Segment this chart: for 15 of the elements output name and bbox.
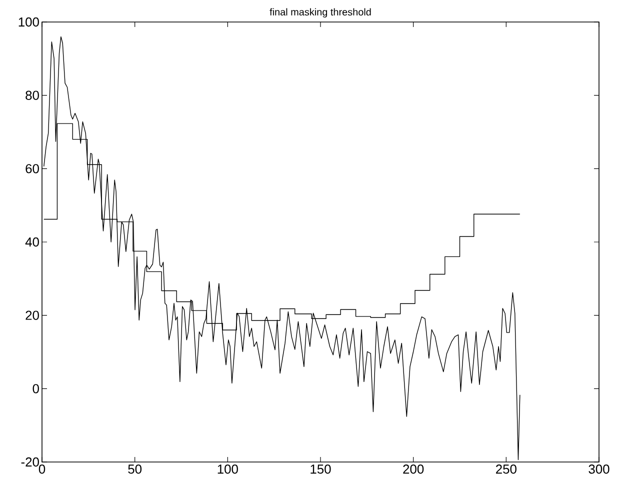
x-tick-label: 150 bbox=[310, 464, 331, 474]
x-tick-label: 300 bbox=[588, 464, 610, 474]
y-tick-label: 80 bbox=[26, 90, 39, 100]
y-tick-label: 60 bbox=[26, 164, 39, 174]
y-tick-label: -20 bbox=[21, 457, 39, 467]
y-tick-label: 40 bbox=[25, 237, 39, 247]
x-tick-label: 200 bbox=[403, 464, 424, 474]
x-tick-label: 100 bbox=[218, 464, 238, 474]
y-tick-label: 100 bbox=[18, 17, 39, 27]
y-tick-label: 20 bbox=[26, 310, 39, 320]
x-tick-label: 0 bbox=[38, 464, 46, 474]
chart-title: final masking threshold bbox=[270, 8, 371, 18]
x-tick-label: 50 bbox=[128, 464, 142, 474]
x-tick-label: 250 bbox=[496, 464, 516, 474]
y-tick-label: 0 bbox=[32, 384, 39, 394]
